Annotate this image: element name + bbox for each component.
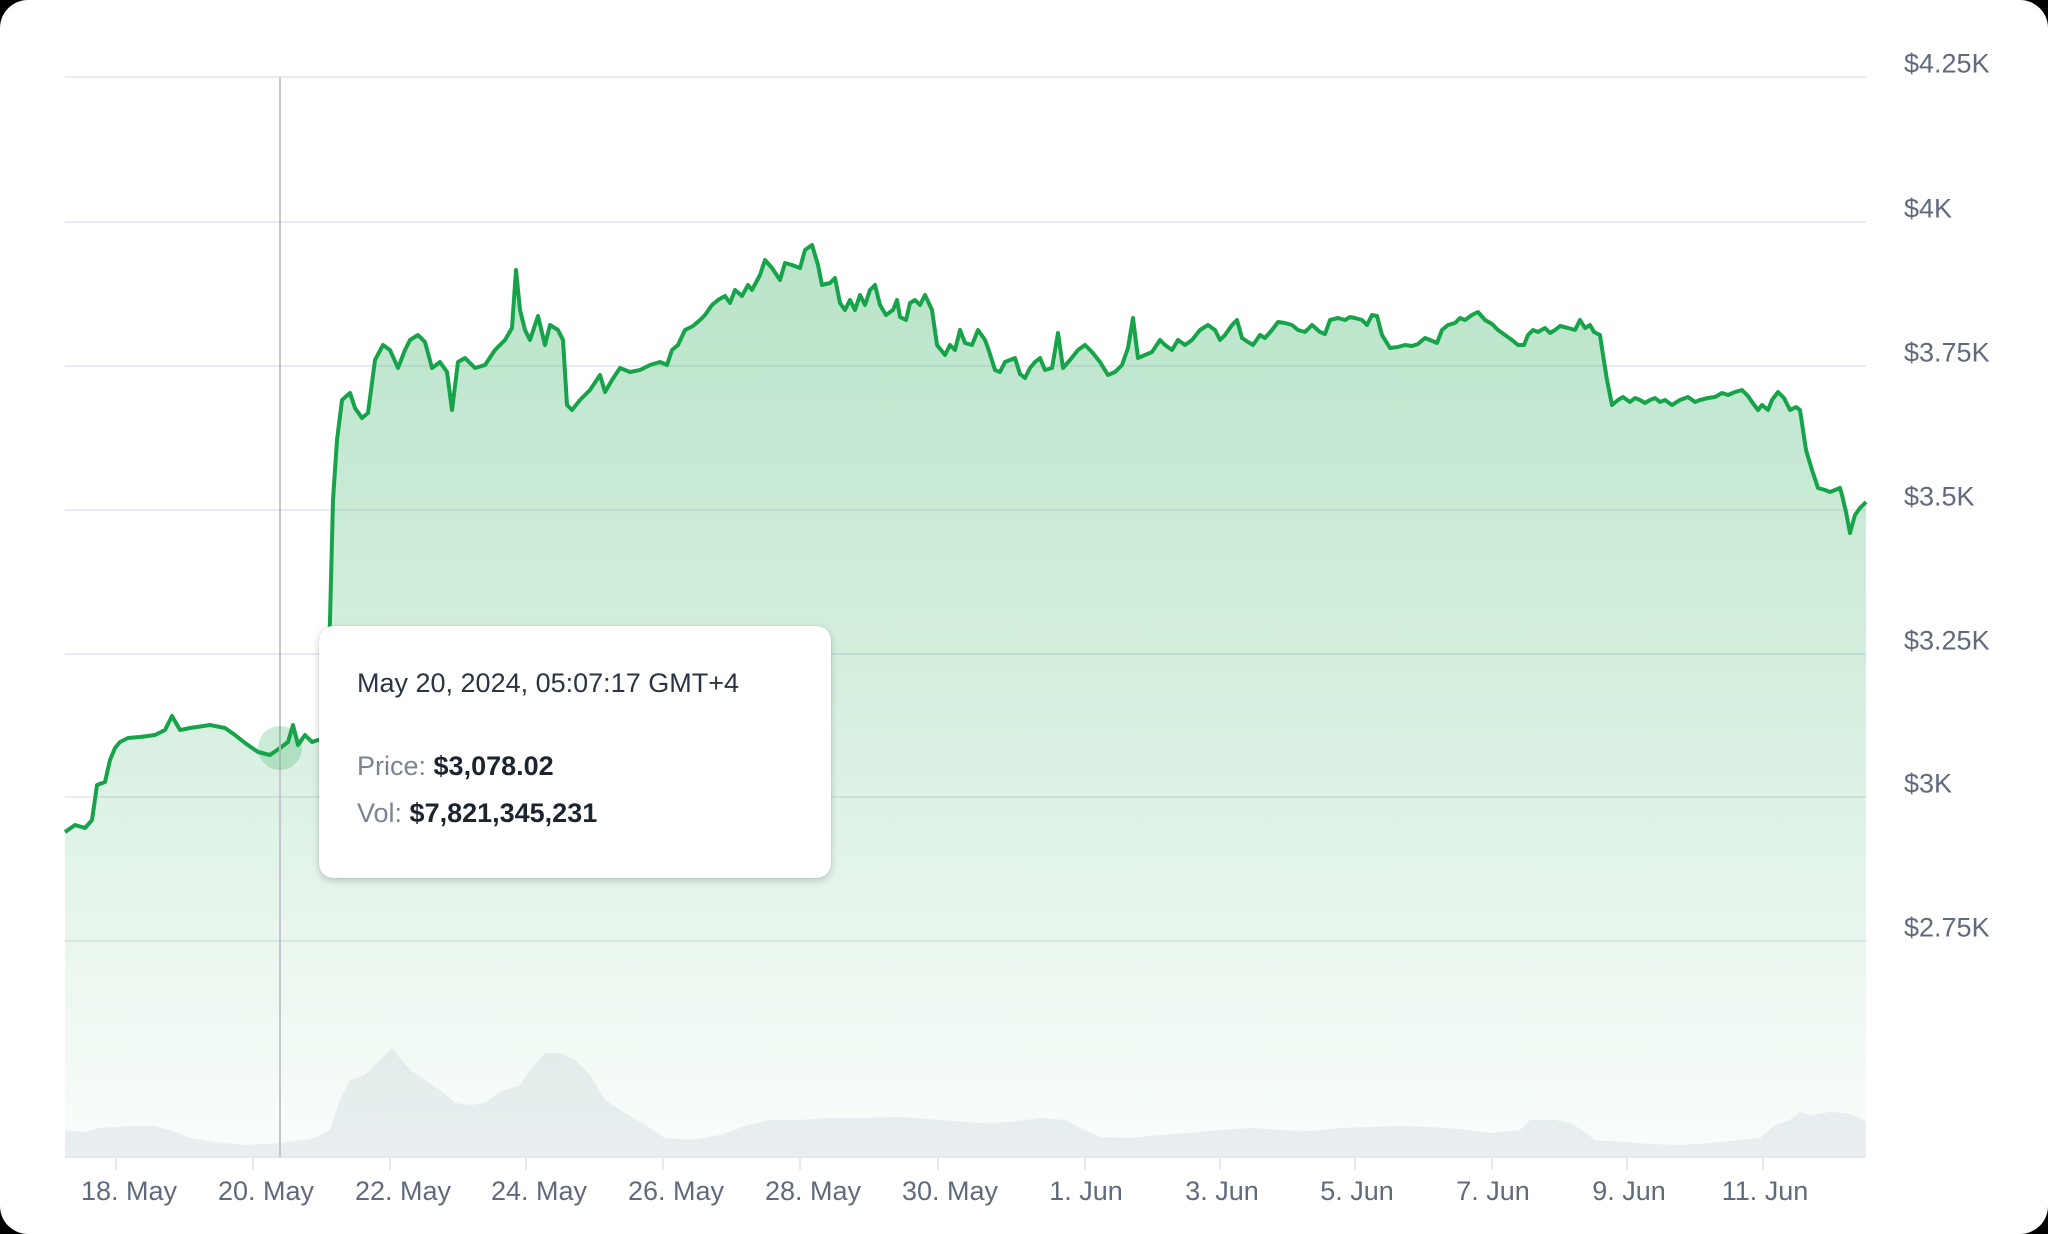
x-tick-label: 28. May (764, 1176, 862, 1206)
x-tick-label: 18. May (80, 1176, 178, 1206)
y-tick-label: $3.75K (1904, 337, 1990, 368)
x-tick-label: 3. Jun (1185, 1176, 1259, 1206)
x-tick-label: 9. Jun (1592, 1176, 1666, 1206)
y-tick-label: $3.5K (1904, 481, 1975, 512)
x-tick-marks (115, 1157, 1764, 1170)
tooltip-price-value: $3,078.02 (433, 751, 554, 781)
price-line (63, 243, 1868, 834)
y-tick-label: $2.75K (1904, 912, 1990, 943)
y-tick-label: $3.25K (1904, 625, 1990, 656)
x-tick-label: 5. Jun (1320, 1176, 1394, 1206)
hover-point-halo (258, 726, 302, 770)
y-tick-label: $4K (1904, 193, 1953, 224)
hover-tooltip: May 20, 2024, 05:07:17 GMT+4 Price: $3,0… (319, 626, 831, 878)
tooltip-price-row: Price: $3,078.02 (357, 751, 793, 782)
tooltip-price-label: Price: (357, 751, 434, 781)
price-area-fill (65, 245, 1866, 1157)
y-tick-label: $4.25K (1904, 48, 1990, 79)
x-tick-label: 30. May (901, 1176, 999, 1206)
x-tick-label: 26. May (627, 1176, 725, 1206)
x-tick-label: 24. May (490, 1176, 588, 1206)
tooltip-volume-label: Vol: (357, 798, 410, 828)
x-tick-label: 20. May (217, 1176, 315, 1206)
x-tick-label: 1. Jun (1049, 1176, 1123, 1206)
x-tick-label: 11. Jun (1721, 1176, 1809, 1206)
tooltip-volume-value: $7,821,345,231 (409, 798, 598, 828)
x-tick-label: 22. May (354, 1176, 452, 1206)
tooltip-date: May 20, 2024, 05:07:17 GMT+4 (357, 668, 739, 698)
tooltip-volume-row: Vol: $7,821,345,231 (357, 798, 793, 829)
y-tick-label: $3K (1904, 768, 1953, 799)
x-tick-label: 7. Jun (1456, 1176, 1530, 1206)
